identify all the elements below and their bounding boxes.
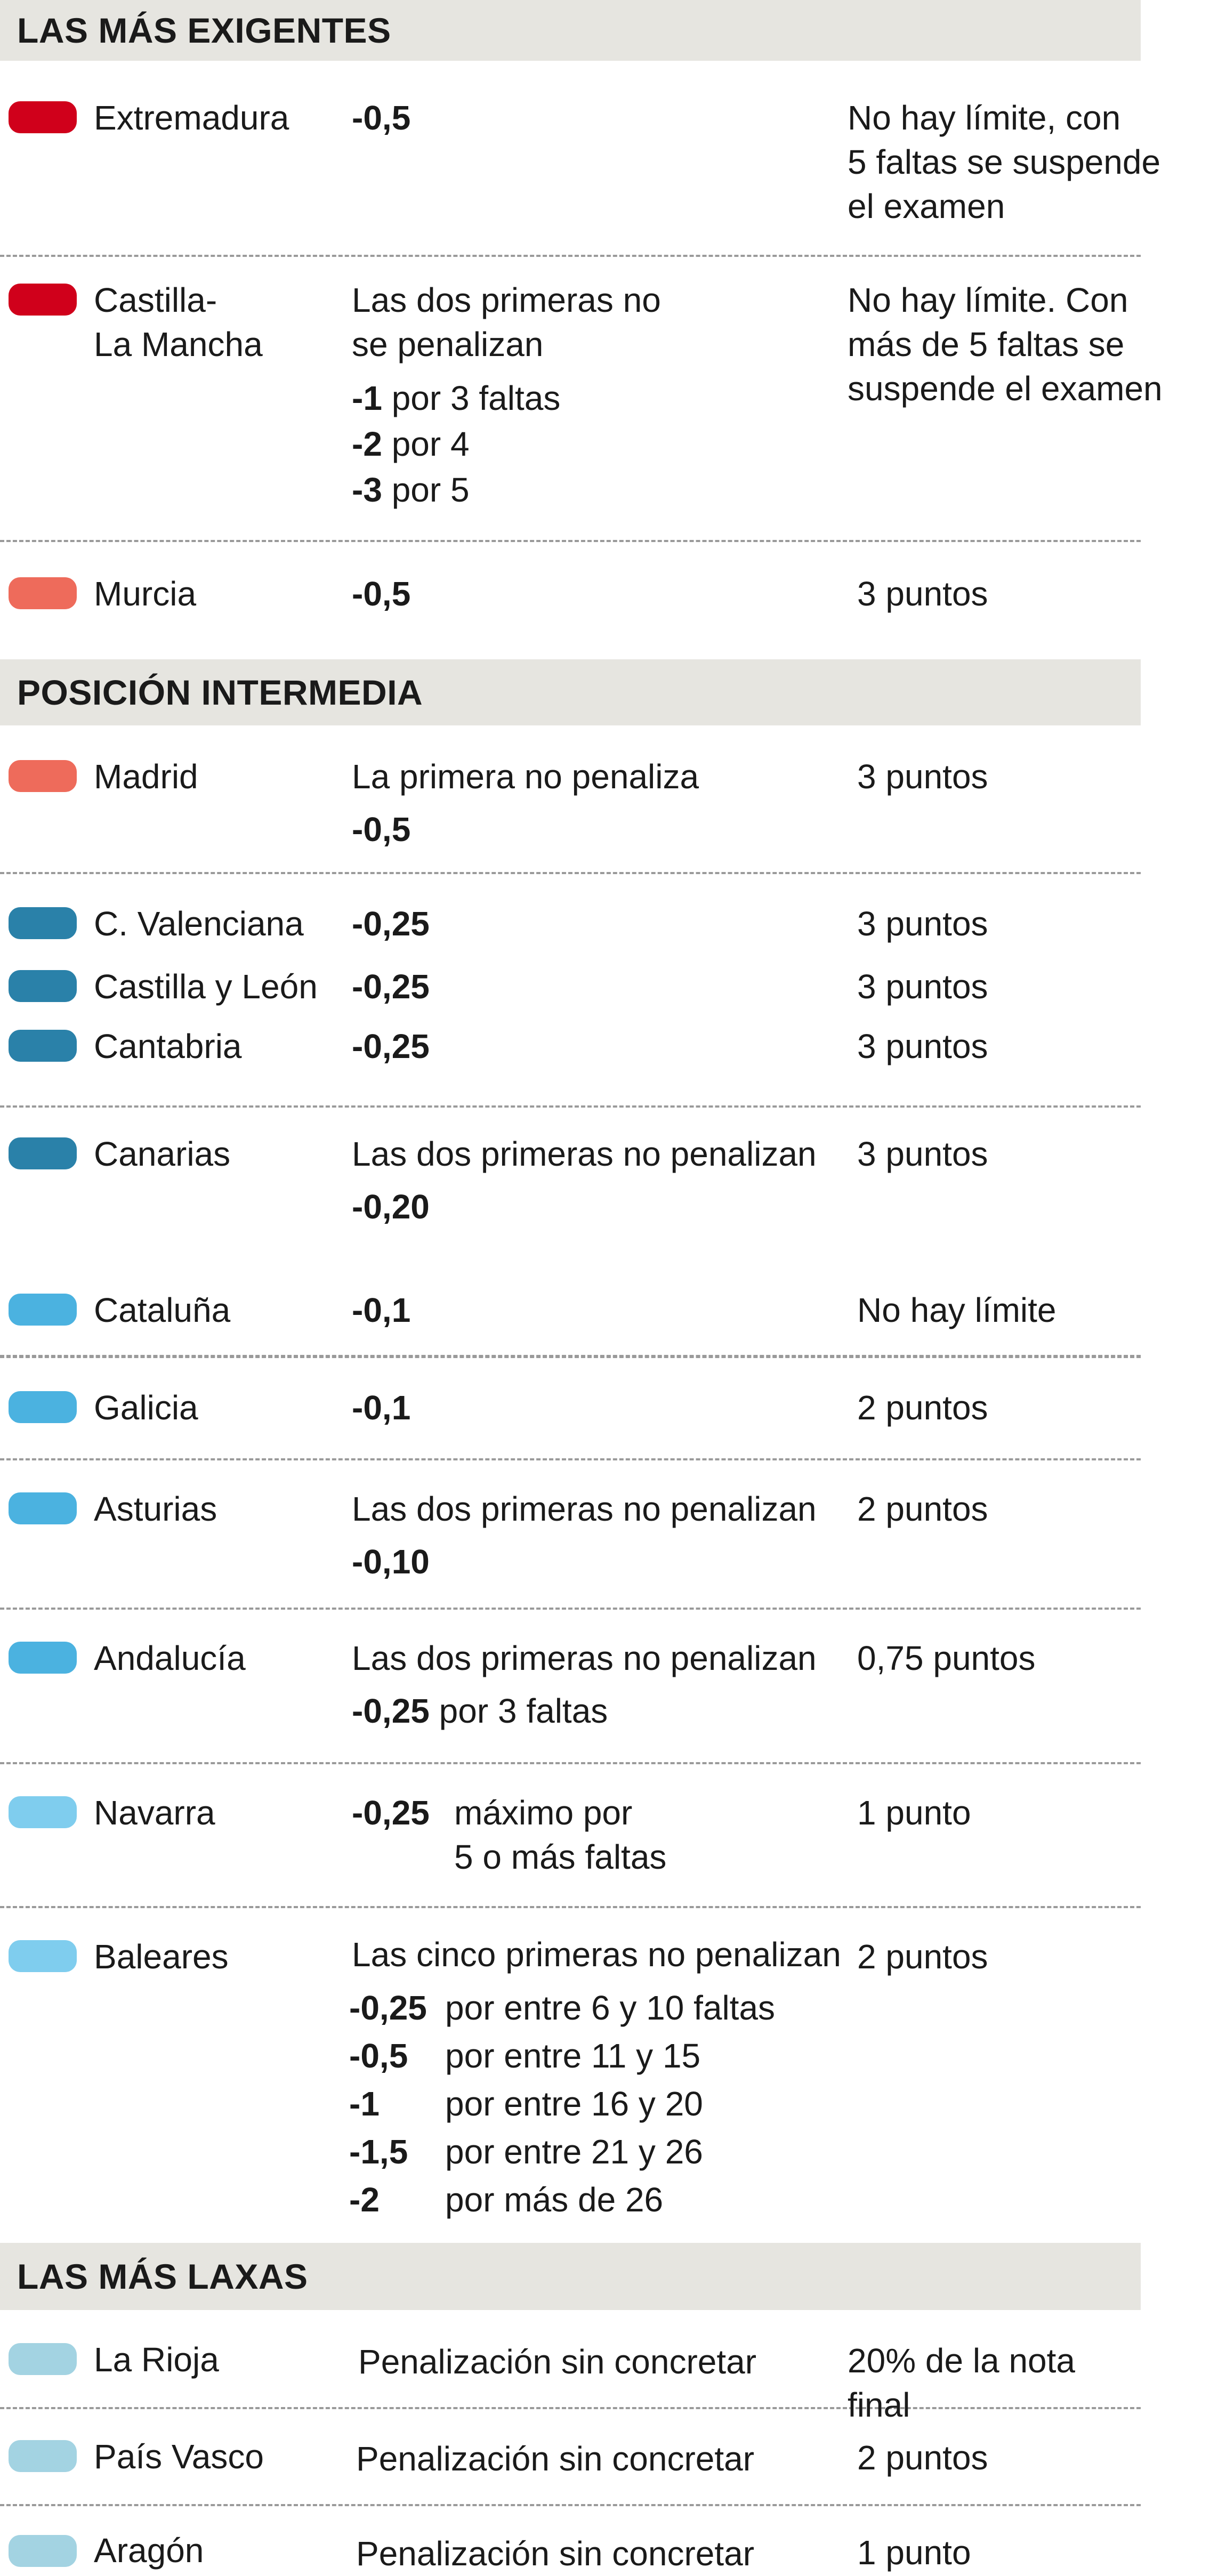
table-row-cataluna: Cataluña -0,1 No hay límite bbox=[0, 1271, 1141, 1358]
limit-text: 3 puntos bbox=[857, 757, 988, 796]
region-name: Murcia bbox=[94, 575, 197, 613]
penalty-value: -0,1 bbox=[352, 1388, 411, 1427]
limit-text: 2 puntos bbox=[857, 1937, 988, 1976]
region-name: Baleares bbox=[94, 1937, 229, 1976]
table-row-asturias: Asturias Las dos primeras no penalizan -… bbox=[0, 1458, 1141, 1610]
severity-swatch bbox=[9, 1492, 77, 1524]
penalty-description: La primera no penaliza -0,5 bbox=[352, 757, 699, 849]
table-row-group-025: C. Valenciana -0,25 3 puntos Castilla y … bbox=[0, 872, 1141, 1108]
limit-text: 20% de la nota final bbox=[848, 2341, 1075, 2424]
severity-swatch bbox=[9, 1940, 77, 1972]
penalty-description: Las cinco primeras no penalizan bbox=[352, 1935, 841, 1974]
limit-text: 3 puntos bbox=[857, 1027, 988, 1065]
severity-swatch bbox=[9, 760, 77, 792]
region-name: Canarias bbox=[94, 1135, 231, 1173]
penalty-value: -0,5 bbox=[352, 575, 411, 613]
table-row-galicia: Galicia -0,1 2 puntos bbox=[0, 1356, 1141, 1460]
table-row-navarra: Navarra -0,25 máximo por 5 o más faltas … bbox=[0, 1762, 1141, 1908]
limit-text: 1 punto bbox=[857, 1794, 971, 1832]
limit-text: 2 puntos bbox=[857, 1490, 988, 1528]
table-row-andalucia: Andalucía Las dos primeras no penalizan … bbox=[0, 1608, 1141, 1764]
section-title: POSICIÓN INTERMEDIA bbox=[17, 673, 423, 712]
region-name: Castilla- La Mancha bbox=[94, 281, 263, 364]
penalty-description: Las dos primeras no penalizan -0,25 por … bbox=[352, 1639, 817, 1730]
penalty-value: -0,25 bbox=[352, 1027, 430, 1065]
penalty-description: Penalización sin concretar bbox=[356, 2534, 755, 2573]
severity-swatch bbox=[9, 970, 77, 1002]
penalty-value: -0,25 bbox=[352, 967, 430, 1006]
severity-swatch bbox=[9, 1030, 77, 1062]
region-name: Cataluña bbox=[94, 1291, 231, 1329]
penalty-scale: -1 por 3 faltas -2 por 4 -3 por 5 bbox=[352, 379, 561, 509]
region-name: Madrid bbox=[94, 757, 198, 796]
penalty-description: Penalización sin concretar bbox=[356, 2440, 755, 2478]
penalty-description: Las dos primeras no penalizan -0,10 bbox=[352, 1490, 817, 1581]
severity-swatch bbox=[9, 101, 77, 133]
region-name: C. Valenciana bbox=[94, 905, 304, 943]
penalty-scale: -0,25 por entre 6 y 10 faltas -0,5 por ent… bbox=[349, 1989, 776, 2219]
penalty-value: -0,25 bbox=[352, 1794, 430, 1832]
region-name: Navarra bbox=[94, 1794, 215, 1832]
severity-swatch bbox=[9, 2343, 77, 2375]
penalty-description: máximo por 5 o más faltas bbox=[454, 1794, 667, 1876]
region-name: Castilla y León bbox=[94, 967, 318, 1006]
section-title: LAS MÁS LAXAS bbox=[17, 2257, 308, 2296]
section-title: LAS MÁS EXIGENTES bbox=[17, 11, 391, 50]
limit-text: 2 puntos bbox=[857, 2438, 988, 2477]
section-header-exigentes: LAS MÁS EXIGENTES bbox=[0, 0, 1141, 61]
table-row-extremadura: Extremadura -0,5 No hay límite, con 5 fa… bbox=[0, 61, 1160, 257]
section-header-intermedia: POSICIÓN INTERMEDIA bbox=[0, 659, 1141, 725]
region-name: País Vasco bbox=[94, 2437, 264, 2476]
table-row-canarias: Canarias Las dos primeras no penalizan -… bbox=[0, 1105, 1141, 1357]
section-header-laxas: LAS MÁS LAXAS bbox=[0, 2243, 1141, 2310]
penalty-value: -0,25 bbox=[352, 905, 430, 943]
limit-text: No hay límite. Con más de 5 faltas se su… bbox=[848, 281, 1163, 408]
table-row-murcia: Murcia -0,5 3 puntos bbox=[0, 540, 1141, 659]
limit-text: 0,75 puntos bbox=[857, 1639, 1036, 1677]
penalty-value: -0,1 bbox=[352, 1291, 411, 1329]
limit-text: 3 puntos bbox=[857, 575, 988, 613]
table-row-pais-vasco: País Vasco Penalización sin concretar 2 … bbox=[0, 2407, 1141, 2506]
table-row-la-rioja: La Rioja Penalización sin concretar 20% … bbox=[0, 2310, 1141, 2424]
severity-swatch bbox=[9, 1137, 77, 1169]
severity-swatch bbox=[9, 907, 77, 939]
region-name: Extremadura bbox=[94, 99, 289, 137]
region-name: Galicia bbox=[94, 1388, 198, 1427]
severity-swatch bbox=[9, 1294, 77, 1326]
limit-text: 1 punto bbox=[857, 2533, 971, 2572]
severity-swatch bbox=[9, 1642, 77, 1674]
table-row-madrid: Madrid La primera no penaliza -0,5 3 pun… bbox=[0, 725, 1141, 874]
region-name: Cantabria bbox=[94, 1027, 242, 1065]
penalty-description: Las dos primeras no penalizan -0,20 bbox=[352, 1135, 817, 1226]
region-name: La Rioja bbox=[94, 2340, 219, 2379]
severity-swatch bbox=[9, 1796, 77, 1828]
limit-text: 3 puntos bbox=[857, 967, 988, 1006]
table-row-aragon: Aragón Penalización sin concretar 1 punt… bbox=[0, 2504, 1141, 2576]
severity-swatch bbox=[9, 2535, 77, 2567]
penalty-description: Las dos primeras no se penalizan bbox=[352, 281, 661, 364]
limit-text: 2 puntos bbox=[857, 1388, 988, 1427]
penalty-value: -0,5 bbox=[352, 99, 411, 137]
penalty-description: Penalización sin concretar bbox=[358, 2343, 757, 2381]
limit-text: No hay límite, con 5 faltas se suspende … bbox=[848, 99, 1161, 225]
limit-text: 3 puntos bbox=[857, 905, 988, 943]
severity-swatch bbox=[9, 577, 77, 609]
region-name: Andalucía bbox=[94, 1639, 246, 1677]
severity-swatch bbox=[9, 284, 77, 316]
table-row-castilla-la-mancha: Castilla- La Mancha Las dos primeras no … bbox=[0, 255, 1163, 542]
limit-text: 3 puntos bbox=[857, 1135, 988, 1173]
table-row-baleares: Baleares Las cinco primeras no penalizan… bbox=[0, 1906, 1141, 2243]
limit-text: No hay límite bbox=[857, 1291, 1056, 1329]
severity-swatch bbox=[9, 2440, 77, 2472]
region-name: Aragón bbox=[94, 2531, 204, 2570]
severity-swatch bbox=[9, 1391, 77, 1423]
region-name: Asturias bbox=[94, 1490, 217, 1528]
